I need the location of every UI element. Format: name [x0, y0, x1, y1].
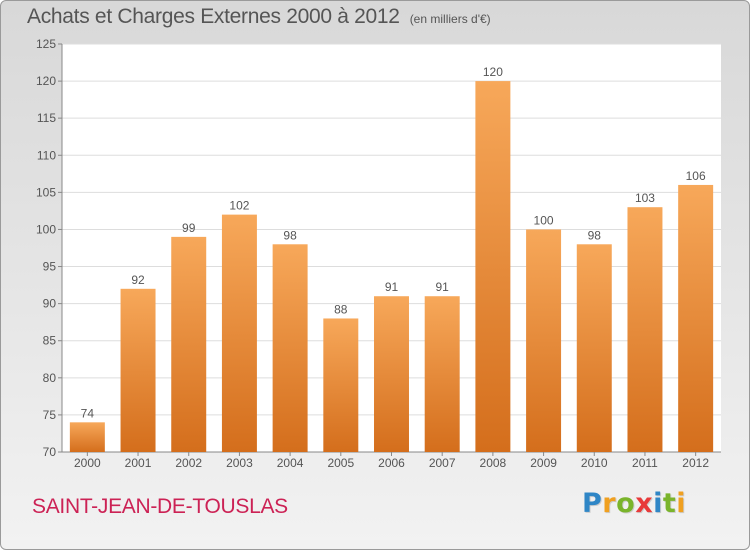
- bar-value-label: 92: [131, 273, 145, 287]
- bar-value-label: 91: [385, 280, 399, 294]
- bar: [526, 229, 562, 452]
- x-tick-label: 2000: [74, 456, 101, 470]
- bar: [171, 236, 207, 452]
- x-tick-label: 2003: [226, 456, 253, 470]
- y-tick-label: 85: [43, 334, 57, 348]
- bar: [69, 422, 105, 452]
- y-tick-label: 100: [36, 222, 56, 236]
- y-tick-label: 125: [36, 37, 56, 51]
- x-tick-label: 2002: [175, 456, 202, 470]
- logo-letter: P: [582, 488, 603, 519]
- x-tick-label: 2006: [378, 456, 405, 470]
- bar: [475, 81, 511, 452]
- x-tick-label: 2004: [277, 456, 304, 470]
- y-tick-label: 105: [36, 185, 56, 199]
- y-tick-label: 95: [43, 260, 57, 274]
- logo-letter: i: [676, 488, 687, 519]
- x-tick-label: 2005: [327, 456, 354, 470]
- y-tick-label: 115: [37, 111, 56, 125]
- bar-value-label: 100: [534, 213, 554, 227]
- x-tick-label: 2007: [429, 456, 456, 470]
- y-tick-label: 75: [43, 408, 57, 422]
- bar: [221, 214, 257, 452]
- x-tick-label: 2010: [581, 456, 608, 470]
- bar: [678, 184, 714, 453]
- proxiti-logo: Proxiti: [582, 488, 686, 519]
- place-name: SAINT-JEAN-DE-TOUSLAS: [32, 495, 288, 518]
- bar: [424, 296, 460, 452]
- logo-letter: o: [616, 488, 636, 519]
- bar: [576, 244, 612, 452]
- bar-value-label: 120: [483, 65, 503, 79]
- chart-title: Achats et Charges Externes 2000 à 2012: [27, 5, 400, 28]
- x-tick-label: 2012: [682, 456, 709, 470]
- x-tick-label: 2008: [480, 456, 507, 470]
- x-tick-label: 2011: [632, 456, 658, 470]
- y-tick-label: 110: [37, 148, 56, 162]
- y-tick-label: 80: [43, 371, 57, 385]
- y-tick-label: 70: [43, 445, 57, 459]
- x-tick-label: 2009: [530, 456, 557, 470]
- bar: [272, 244, 308, 452]
- chart-subtitle: (en milliers d'€): [409, 12, 491, 26]
- logo-letter: r: [602, 488, 617, 519]
- bar-value-label: 88: [334, 302, 348, 316]
- bar: [323, 318, 359, 452]
- bar: [120, 288, 156, 452]
- bar-value-label: 102: [229, 199, 249, 213]
- bar: [627, 207, 663, 452]
- y-tick-label: 120: [36, 74, 56, 88]
- bar-value-label: 74: [81, 406, 95, 420]
- bar-value-label: 103: [635, 191, 655, 205]
- x-tick-label: 2001: [125, 456, 152, 470]
- bar: [374, 296, 409, 452]
- logo-letter: i: [653, 488, 663, 519]
- bar-value-label: 98: [283, 228, 297, 242]
- logo-letter: t: [662, 488, 677, 519]
- y-tick-label: 90: [43, 297, 57, 311]
- bar-value-label: 91: [436, 280, 450, 294]
- bar-value-label: 98: [588, 228, 602, 242]
- title-block: Achats et Charges Externes 2000 à 2012 (e…: [27, 5, 491, 29]
- bar-value-label: 106: [686, 169, 706, 183]
- bar-value-label: 99: [182, 221, 196, 235]
- logo-letter: x: [635, 488, 654, 519]
